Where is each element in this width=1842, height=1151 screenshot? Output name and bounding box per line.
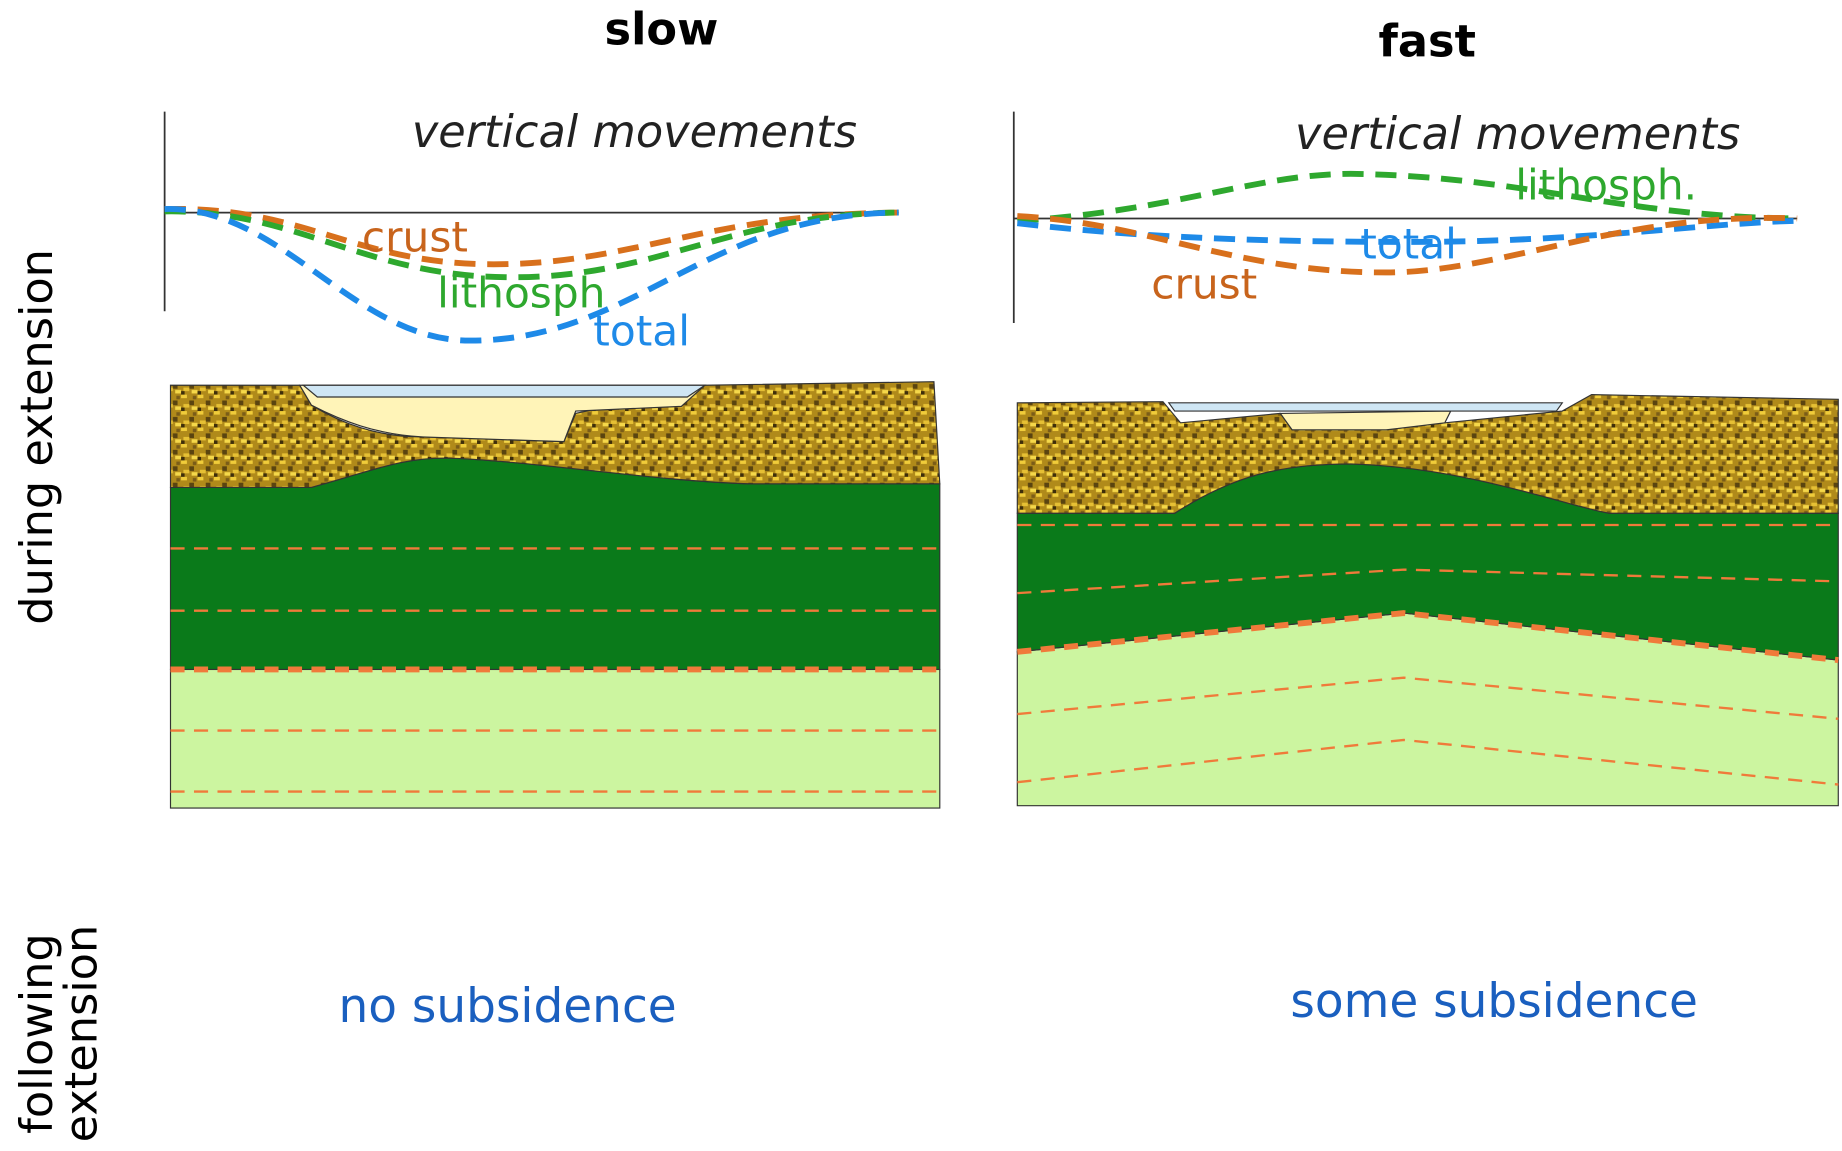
column-title: slow xyxy=(605,4,719,56)
result-label: some subsidence xyxy=(1290,974,1698,1029)
diagram: slow fast during extension following ext… xyxy=(0,0,1842,1151)
cross-section xyxy=(171,382,940,808)
graph-title: vertical movements xyxy=(412,106,857,158)
cross-section xyxy=(1017,395,1838,806)
curve-label: crust xyxy=(1151,259,1257,308)
row-label: during extension xyxy=(11,249,63,625)
result-label: no subsidence xyxy=(338,979,676,1034)
graph-title: vertical movements xyxy=(1295,108,1740,160)
curve-label: total xyxy=(1360,219,1457,268)
graph: vertical movements crust lithosph total xyxy=(165,106,899,355)
curve-label: total xyxy=(593,306,690,355)
graph: vertical movements lithosph. total crust xyxy=(1014,108,1797,323)
column-title: fast xyxy=(1378,15,1475,67)
curve-label: lithosph xyxy=(437,269,605,318)
curve-label: crust xyxy=(362,212,468,261)
row-label: extension xyxy=(56,925,108,1143)
curve-label: lithosph. xyxy=(1515,161,1697,210)
